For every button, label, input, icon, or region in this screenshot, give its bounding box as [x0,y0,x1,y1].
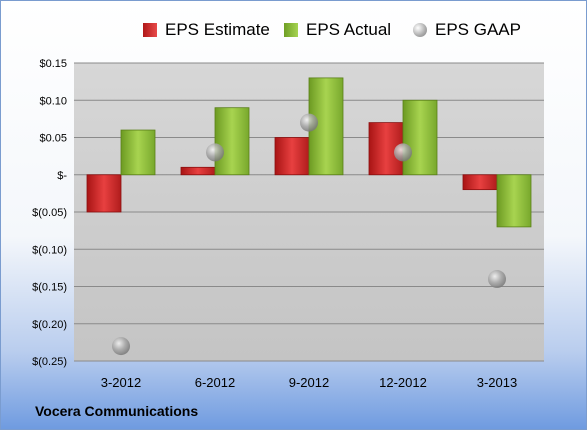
marker-eps-gaap [394,143,412,162]
marker-eps-gaap [300,113,318,132]
legend-swatch-eps-gaap [413,23,427,37]
marker-eps-gaap [488,270,506,289]
y-tick-label: $(0.10) [32,244,67,256]
y-tick-label: $0.10 [39,95,67,107]
company-name: Vocera Communications [35,403,199,419]
bar-eps-estimate [86,174,122,213]
bar-eps-estimate [274,137,310,176]
y-tick-label: $(0.05) [32,207,67,219]
x-tick-label: 12-2012 [379,375,427,390]
legend-label-eps-gaap: EPS GAAP [435,20,521,39]
y-tick-label: $(0.25) [32,356,67,368]
bar-eps-estimate [462,174,498,191]
y-tick-label: $0.15 [39,58,67,70]
y-tick-label: $(0.15) [32,282,67,294]
y-axis-ticks: $0.15 $0.10 $0.05 $- $(0.05) $(0.10) $(0.15) $(… [32,58,67,368]
x-tick-label: 9-2012 [289,375,329,390]
x-axis-labels: 3-2012 6-2012 9-2012 12-2012 3-2013 [101,375,517,390]
bar-eps-estimate [180,166,216,176]
gaap-markers [112,113,506,356]
bar-eps-actual [214,107,250,176]
bars [86,77,532,228]
marker-eps-gaap [112,337,130,356]
bar-eps-actual [120,129,156,176]
legend-item-eps-gaap: EPS GAAP [413,17,521,43]
legend-item-eps-estimate: EPS Estimate [143,17,270,43]
y-tick-label: $- [57,170,67,182]
bar-eps-actual [308,77,344,176]
legend: EPS Estimate EPS Actual EPS GAAP [1,17,587,43]
legend-label-eps-estimate: EPS Estimate [165,20,270,39]
y-tick-label: $(0.20) [32,319,67,331]
x-tick-label: 3-2013 [477,375,517,390]
x-tick-label: 6-2012 [195,375,235,390]
y-tick-label: $0.05 [39,133,67,145]
bar-eps-actual [496,174,532,228]
legend-item-eps-actual: EPS Actual [284,17,391,43]
x-tick-label: 3-2012 [101,375,141,390]
marker-eps-gaap [206,143,224,162]
legend-swatch-eps-estimate [143,23,157,37]
legend-label-eps-actual: EPS Actual [306,20,392,39]
legend-swatch-eps-actual [284,23,298,37]
bar-eps-actual [402,99,438,176]
